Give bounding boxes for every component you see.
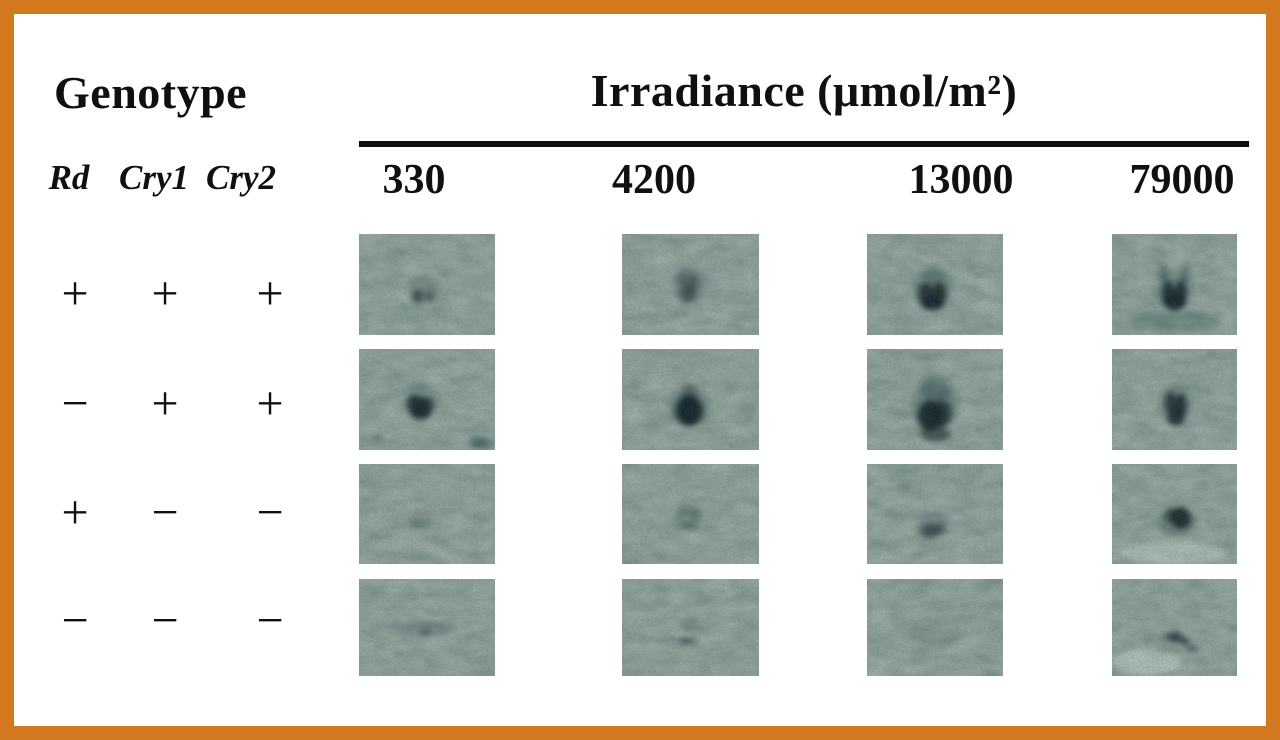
irradiance-level-4200: 4200 bbox=[612, 157, 696, 203]
genotype-sign-r2-cry1: + bbox=[151, 377, 179, 430]
blot-panel bbox=[867, 464, 1003, 564]
blot-panel bbox=[867, 579, 1003, 676]
blot-panel bbox=[1112, 234, 1237, 335]
irradiance-level-13000: 13000 bbox=[908, 157, 1014, 203]
genotype-sign-r1-cry1: + bbox=[151, 267, 179, 320]
blot-panel bbox=[359, 579, 495, 676]
genotype-sign-r4-cry1: − bbox=[151, 594, 179, 647]
irradiance-rule bbox=[359, 141, 1249, 147]
blot-panel bbox=[359, 464, 495, 564]
genotype-sign-r3-cry1: − bbox=[151, 486, 179, 539]
blot-panel bbox=[622, 579, 759, 676]
gene-label-cry2: Cry2 bbox=[206, 158, 276, 197]
irradiance-title: Irradiance (μmol/m²) bbox=[590, 65, 1018, 116]
genotype-sign-r4-rd: − bbox=[61, 594, 89, 647]
irradiance-level-79000: 79000 bbox=[1129, 157, 1235, 203]
blot-panel bbox=[622, 464, 759, 564]
irradiance-level-330: 330 bbox=[382, 157, 446, 203]
genotype-sign-r2-cry2: + bbox=[256, 377, 284, 430]
gene-label-rd: Rd bbox=[48, 158, 90, 197]
blot-panel bbox=[1112, 579, 1237, 676]
genotype-sign-r1-rd: + bbox=[61, 267, 89, 320]
genotype-sign-r4-cry2: − bbox=[256, 594, 284, 647]
gene-label-cry1: Cry1 bbox=[119, 158, 189, 197]
genotype-sign-r2-rd: − bbox=[61, 377, 89, 430]
genotype-title: Genotype bbox=[54, 67, 248, 118]
genotype-sign-r1-cry2: + bbox=[256, 267, 284, 320]
blot-panel bbox=[867, 234, 1003, 335]
genotype-sign-r3-cry2: − bbox=[256, 486, 284, 539]
genotype-sign-r3-rd: + bbox=[61, 486, 89, 539]
blot-panel bbox=[867, 349, 1003, 450]
blot-panel bbox=[359, 234, 495, 335]
blot-panel bbox=[1112, 349, 1237, 450]
blot-panel bbox=[622, 234, 759, 335]
blot-panel bbox=[622, 349, 759, 450]
blot-panel bbox=[359, 349, 495, 450]
blot-panel bbox=[1112, 464, 1237, 564]
